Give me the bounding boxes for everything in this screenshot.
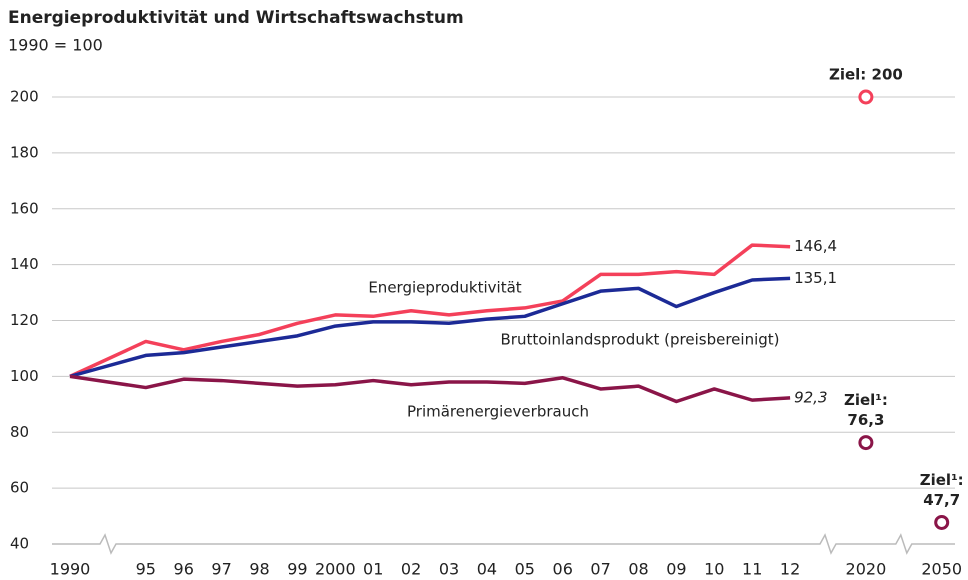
target-label: 76,3 (847, 411, 884, 429)
x-tick-label: 99 (287, 560, 307, 579)
value-label: 146,4 (794, 237, 837, 255)
y-tick-label: 180 (10, 143, 39, 161)
y-tick-label: 120 (10, 311, 39, 329)
y-tick-label: 100 (10, 367, 39, 385)
x-tick-label: 2000 (315, 560, 356, 579)
x-tick-label: 02 (401, 560, 421, 579)
x-tick-label: 96 (174, 560, 194, 579)
x-tick-label: 98 (249, 560, 269, 579)
x-tick-label: 03 (439, 560, 459, 579)
series-label: Energieproduktivität (368, 279, 521, 297)
x-tick-label: 07 (590, 560, 610, 579)
target-marker (858, 435, 874, 451)
chart-subtitle: 1990 = 100 (8, 36, 103, 55)
x-tick-label: 12 (780, 560, 800, 579)
x-tick-label: 06 (553, 560, 573, 579)
x-tick-label: 09 (666, 560, 686, 579)
target-label: Ziel: 200 (829, 66, 903, 84)
target-label: Ziel¹: (920, 471, 964, 489)
target-label: Ziel¹: (844, 391, 888, 409)
y-tick-label: 140 (10, 255, 39, 273)
x-tick-label: 08 (628, 560, 648, 579)
target-label: 47,7 (923, 491, 960, 509)
y-tick-label: 60 (10, 479, 29, 497)
value-label: 92,3 (794, 388, 827, 406)
series-label: Primärenergieverbrauch (407, 403, 589, 421)
x-tick-label: 97 (211, 560, 231, 579)
series-line (69, 374, 791, 404)
x-axis (52, 533, 955, 555)
target-marker (858, 89, 874, 105)
x-tick-label: 2050 (921, 560, 962, 579)
chart-title: Energieproduktivität und Wirtschaftswach… (8, 8, 464, 28)
x-tick-label: 95 (136, 560, 156, 579)
series-line (69, 243, 791, 378)
x-tick-label: 2020 (846, 560, 887, 579)
y-tick-label: 160 (10, 199, 39, 217)
x-tick-label: 1990 (50, 560, 91, 579)
y-tick-label: 80 (10, 423, 29, 441)
target-marker (934, 514, 950, 530)
y-tick-label: 200 (10, 88, 39, 106)
x-tick-label: 11 (742, 560, 762, 579)
value-label: 135,1 (794, 269, 837, 287)
y-tick-label: 40 (10, 535, 29, 553)
series-line (69, 276, 791, 379)
x-tick-label: 04 (477, 560, 497, 579)
series-label: Bruttoinlandsprodukt (preisbereinigt) (500, 331, 779, 349)
x-tick-label: 10 (704, 560, 724, 579)
x-tick-label: 01 (363, 560, 383, 579)
x-tick-label: 05 (515, 560, 535, 579)
